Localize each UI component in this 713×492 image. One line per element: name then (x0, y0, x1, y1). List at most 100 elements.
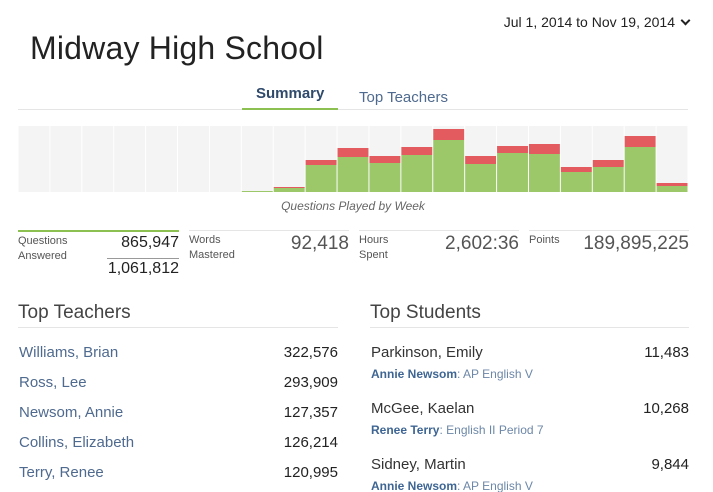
stat-words-label-1: Words (189, 234, 221, 246)
chart-bar-green (528, 154, 560, 192)
teacher-row: Newsom, Annie 127,357 (18, 404, 338, 426)
chart-week-slot (82, 126, 114, 192)
date-range-label: Jul 1, 2014 to Nov 19, 2014 (503, 14, 675, 30)
stat-words-value: 92,418 (290, 233, 349, 254)
student-row: Parkinson, Emily 11,483 Annie Newsom: AP… (370, 344, 689, 384)
chart-bar-red (624, 136, 656, 147)
chart-caption: Questions Played by Week (281, 199, 425, 213)
teacher-questions-value: 126,214 (283, 434, 338, 451)
stat-words: Words Mastered 92,418 (189, 230, 349, 278)
stat-points-value: 189,895,225 (583, 233, 689, 254)
student-value: 11,483 (644, 344, 689, 361)
teacher-name-link[interactable]: Ross, Lee (19, 374, 87, 391)
chart-bar-red (465, 156, 497, 164)
chart-week-slot (18, 126, 50, 192)
student-class-link[interactable]: AP English V (463, 367, 533, 381)
student-class-link[interactable]: AP English V (463, 479, 533, 492)
teacher-questions-value: 127,357 (283, 404, 338, 421)
chart-week-slot (50, 126, 82, 192)
top-students-heading: Top Students (370, 302, 689, 328)
chart-week-slot (241, 126, 273, 192)
stat-hours-value: 2,602:36 (445, 233, 519, 254)
chart-bar-red (592, 160, 624, 167)
stat-hours-label-1: Hours (359, 234, 389, 246)
teacher-row: Collins, Elizabeth 126,214 (18, 434, 338, 456)
chart-bar-red (656, 183, 688, 186)
stat-questions-value: 865,947 (121, 234, 179, 251)
chevron-down-icon (680, 15, 691, 25)
chart-week-slot (656, 126, 688, 192)
chart-bar-red (433, 129, 465, 140)
teacher-row: Terry, Renee 120,995 (18, 464, 338, 486)
stat-hours-label-2: Spent (359, 249, 388, 261)
chart-week-slot (146, 126, 178, 192)
teacher-name-link[interactable]: Williams, Brian (19, 344, 119, 361)
student-name: Parkinson, Emily (371, 344, 483, 361)
teacher-row: Williams, Brian 322,576 (18, 344, 338, 366)
chart-bar-green (337, 157, 369, 192)
student-value: 9,844 (651, 456, 689, 473)
weekly-questions-chart (18, 126, 688, 192)
stat-hours: Hours Spent 2,602:36 (359, 230, 519, 278)
student-teacher-class: Annie Newsom: AP English V (371, 367, 533, 381)
page-title: Midway High School (30, 30, 324, 66)
top-teachers-heading: Top Teachers (18, 302, 338, 328)
top-students-section: Top Students Parkinson, Emily 11,483 Ann… (370, 302, 689, 492)
stat-words-label-2: Mastered (189, 249, 235, 261)
student-name: McGee, Kaelan (371, 400, 475, 417)
stats-bar: Questions Answered 865,947 1,061,812 Wor… (18, 230, 690, 278)
stat-questions-label-1: Questions (18, 235, 68, 247)
chart-bar-red (369, 156, 401, 163)
chart-bar-red (305, 160, 337, 165)
chart-week-slot (273, 126, 305, 192)
teacher-row: Ross, Lee 293,909 (18, 374, 338, 396)
chart-bar-green (497, 153, 528, 192)
chart-bar-green (656, 186, 688, 192)
chart-bar-green (560, 172, 592, 192)
date-range-dropdown[interactable]: Jul 1, 2014 to Nov 19, 2014 (503, 14, 691, 30)
teacher-questions-value: 120,995 (283, 464, 338, 481)
tab-top-teachers[interactable]: Top Teachers (359, 89, 448, 106)
chart-bar-red (528, 144, 560, 154)
chart-bar-red (273, 187, 305, 188)
stat-questions-total: 1,061,812 (107, 258, 179, 277)
chart-bar-green (592, 167, 624, 192)
stat-points-label-1: Points (529, 234, 560, 246)
student-teacher-class: Annie Newsom: AP English V (371, 479, 533, 492)
chart-bar-green (624, 147, 656, 192)
student-name: Sidney, Martin (371, 456, 466, 473)
student-row: Sidney, Martin 9,844 Annie Newsom: AP En… (370, 456, 689, 492)
chart-bar-red (497, 146, 528, 153)
student-class-link[interactable]: English II Period 7 (446, 423, 544, 437)
chart-bar-green (273, 188, 305, 192)
chart-bar-red (337, 148, 369, 157)
stat-hours-label: Hours Spent (359, 233, 388, 263)
stat-questions: Questions Answered 865,947 1,061,812 (18, 230, 179, 278)
student-value: 10,268 (643, 400, 689, 417)
student-teacher-link[interactable]: Annie Newsom (371, 479, 458, 492)
stat-words-label: Words Mastered (189, 233, 235, 263)
stat-questions-label-2: Answered (18, 250, 67, 262)
stat-points: Points 189,895,225 (529, 230, 689, 278)
stat-questions-label: Questions Answered (18, 234, 68, 264)
teacher-name-link[interactable]: Collins, Elizabeth (19, 434, 135, 451)
chart-week-slot (114, 126, 146, 192)
chart-bar-green (305, 165, 337, 192)
chart-week-slot (209, 126, 241, 192)
student-teacher-link[interactable]: Annie Newsom (371, 367, 458, 381)
student-row: McGee, Kaelan 10,268 Renee Terry: Englis… (370, 400, 689, 440)
teacher-name-link[interactable]: Terry, Renee (19, 464, 104, 481)
teacher-name-link[interactable]: Newsom, Annie (19, 404, 124, 421)
chart-week-slot (178, 126, 209, 192)
chart-bar-green (433, 140, 465, 192)
teacher-questions-value: 322,576 (283, 344, 338, 361)
tab-summary[interactable]: Summary (242, 84, 339, 110)
teacher-questions-value: 293,909 (283, 374, 338, 391)
chart-bar-green (401, 155, 433, 192)
chart-bar-green (241, 191, 273, 192)
student-teacher-link[interactable]: Renee Terry (371, 423, 440, 437)
chart-bar-green (369, 163, 401, 192)
chart-bar-red (401, 147, 433, 155)
top-teachers-section: Top Teachers Williams, Brian 322,576 Ros… (18, 302, 338, 481)
chart-svg (18, 126, 688, 192)
